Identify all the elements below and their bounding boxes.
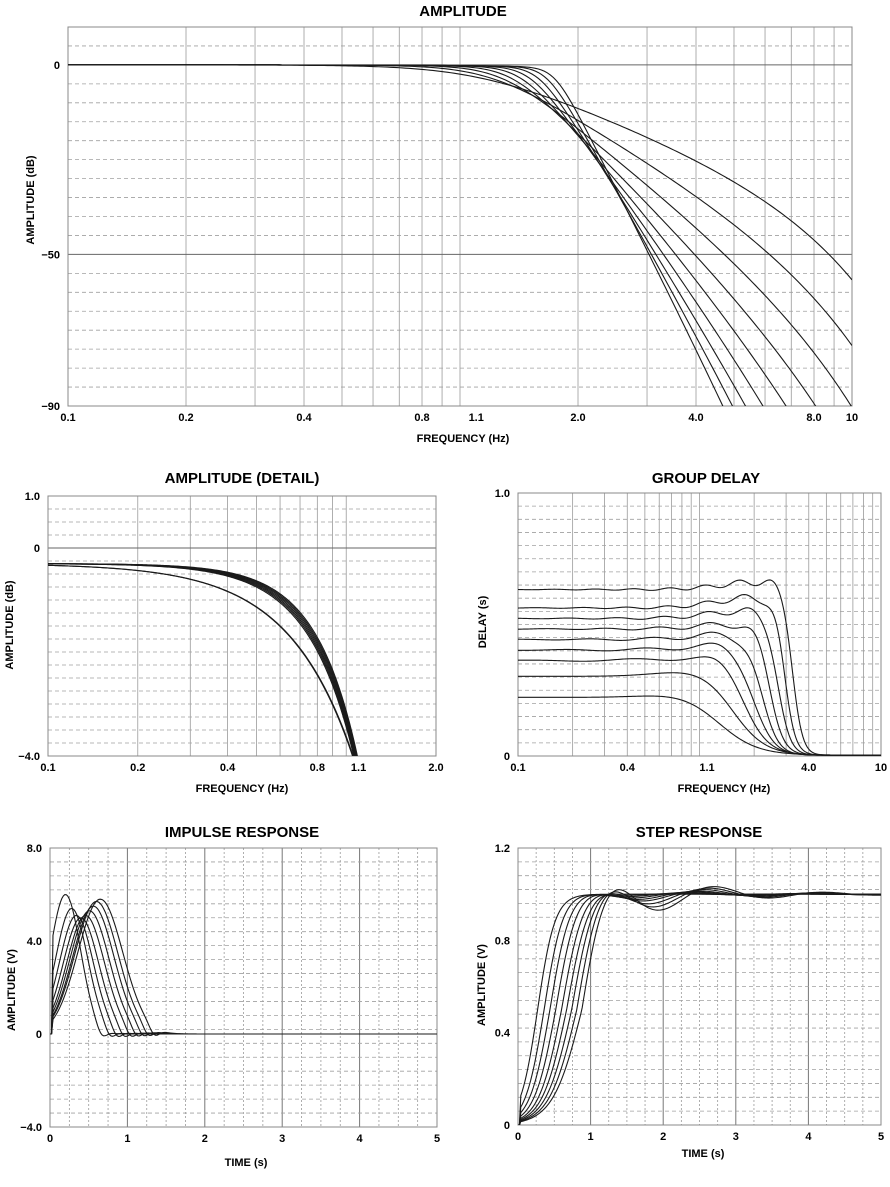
grid [49, 847, 438, 1128]
series-group [68, 64, 852, 406]
x-tick-label: 10 [846, 412, 858, 424]
x-tick-label: 0.4 [296, 412, 312, 424]
x-tick-label: 3 [733, 1131, 739, 1143]
x-tick-label: 4 [357, 1133, 364, 1145]
x-tick-label: 8.0 [806, 412, 821, 424]
y-axis-label: AMPLITUDE (dB) [4, 580, 16, 670]
y-tick-label: 1.0 [495, 488, 510, 500]
series-line-order-10 [518, 579, 881, 756]
x-tick-label: 0.1 [510, 762, 525, 774]
panel-amplitude: AMPLITUDE 0.1 0.2 0.4 0.8 1.1 2.0 4.0 8.0 10 0 −50… [25, 3, 858, 445]
x-tick-label: 1.1 [699, 762, 714, 774]
panel-group-delay: GROUP DELAY 0.1 0.4 1.1 4.0 10 1.0 0 FREQUENCY… [477, 470, 887, 795]
y-tick-label: −4.0 [20, 1122, 42, 1134]
x-tick-label: 10 [875, 762, 887, 774]
y-tick-label: 0 [36, 1029, 42, 1041]
series-line-order-10 [48, 563, 358, 756]
y-tick-label: 0 [34, 543, 40, 555]
x-axis-label: FREQUENCY (Hz) [196, 783, 289, 795]
plot-frame [47, 495, 437, 757]
x-tick-label: 4 [805, 1131, 812, 1143]
y-tick-label: 8.0 [27, 843, 42, 855]
x-tick-label: 2 [202, 1133, 208, 1145]
tick-labels: 0 1 2 3 4 5 8.0 4.0 0 −4.0 [20, 843, 440, 1145]
x-tick-label: 1 [124, 1133, 130, 1145]
chart-title: IMPULSE RESPONSE [165, 824, 319, 841]
series-group [518, 579, 881, 756]
y-tick-label: −4.0 [18, 751, 40, 763]
y-tick-label: −90 [41, 401, 60, 413]
y-axis-label: DELAY (s) [477, 595, 489, 648]
chart-title: GROUP DELAY [652, 470, 760, 487]
x-axis-label: TIME (s) [225, 1157, 268, 1169]
x-tick-label: 0.1 [60, 412, 75, 424]
plot-frame [49, 847, 438, 1128]
x-tick-label: 0.2 [130, 762, 145, 774]
grid [47, 495, 437, 757]
y-axis-label: AMPLITUDE (V) [6, 949, 18, 1031]
x-tick-label: 1.1 [469, 412, 484, 424]
x-tick-label: 2.0 [570, 412, 585, 424]
y-tick-label: 0 [504, 1120, 510, 1132]
series-group [518, 886, 881, 1125]
x-tick-label: 3 [279, 1133, 285, 1145]
plot-frame [67, 26, 853, 407]
series-group [50, 894, 437, 1038]
y-tick-label: 1.0 [25, 491, 40, 503]
x-tick-label: 5 [434, 1133, 440, 1145]
series-group [48, 563, 358, 756]
x-tick-label: 4.0 [801, 762, 816, 774]
x-tick-label: 0.4 [620, 762, 636, 774]
panel-step-response: STEP RESPONSE 0 1 2 3 4 51.20.80.40 TIME (s) … [476, 824, 884, 1160]
grid [517, 492, 882, 757]
y-axis-label: AMPLITUDE (V) [476, 944, 488, 1026]
x-axis-label: FREQUENCY (Hz) [678, 783, 771, 795]
x-tick-label: 2 [660, 1131, 666, 1143]
series-line-order-10 [68, 64, 724, 406]
chart-title: AMPLITUDE [419, 3, 507, 20]
chart-title: STEP RESPONSE [636, 824, 762, 841]
series-line-order-3 [48, 564, 354, 756]
y-tick-label: 4.0 [27, 936, 42, 948]
x-tick-label: 0.4 [220, 762, 236, 774]
x-tick-label: 5 [878, 1131, 884, 1143]
x-tick-label: 0.8 [414, 412, 429, 424]
panel-impulse-response: IMPULSE RESPONSE 0 1 2 3 4 5 8.0 4.0 0 −4.0 TIME … [6, 824, 440, 1169]
y-tick-label: 0.8 [495, 935, 510, 947]
x-axis-label: FREQUENCY (Hz) [417, 433, 510, 445]
y-axis-label: AMPLITUDE (dB) [25, 155, 37, 245]
y-tick-label: 0 [54, 60, 60, 72]
series-line-order-10 [50, 898, 437, 1036]
x-tick-label: 2.0 [428, 762, 443, 774]
x-tick-label: 0.8 [310, 762, 325, 774]
x-tick-label: 0 [47, 1133, 53, 1145]
y-tick-label: 0 [504, 751, 510, 763]
chart-title: AMPLITUDE (DETAIL) [165, 470, 320, 487]
x-tick-label: 0.1 [40, 762, 55, 774]
x-tick-label: 1 [588, 1131, 594, 1143]
y-tick-label: 0.4 [495, 1028, 511, 1040]
tick-labels: 0 1 2 3 4 5 1.2 0.8 0.4 0 [495, 843, 884, 1143]
grid [67, 26, 853, 407]
tick-labels: 0.1 0.2 0.4 0.8 1.1 2.0 4.0 8.0 10 0 −50 −90 [41, 60, 858, 424]
tick-labels: 0.1 0.4 1.1 4.0 10 1.0 0 [495, 488, 887, 774]
x-tick-label: 1.1 [351, 762, 366, 774]
y-tick-label: −50 [41, 249, 60, 261]
plot-frame [517, 492, 882, 757]
y-tick-label: 1.2 [495, 843, 510, 855]
x-tick-label: 0.2 [178, 412, 193, 424]
panel-amplitude-detail: AMPLITUDE (DETAIL) 0.1 0.2 0.4 0.8 1.1 2.0 1.0… [4, 470, 444, 795]
x-tick-label: 0 [515, 1131, 521, 1143]
tick-labels: 0.1 0.2 0.4 0.8 1.1 2.0 1.0 0 −4.0 [18, 491, 443, 774]
grid [517, 847, 882, 1126]
x-tick-label: 4.0 [688, 412, 703, 424]
plot-frame [517, 847, 882, 1126]
x-axis-label: TIME (s) [682, 1148, 725, 1160]
series-line-order-10 [518, 886, 881, 1125]
